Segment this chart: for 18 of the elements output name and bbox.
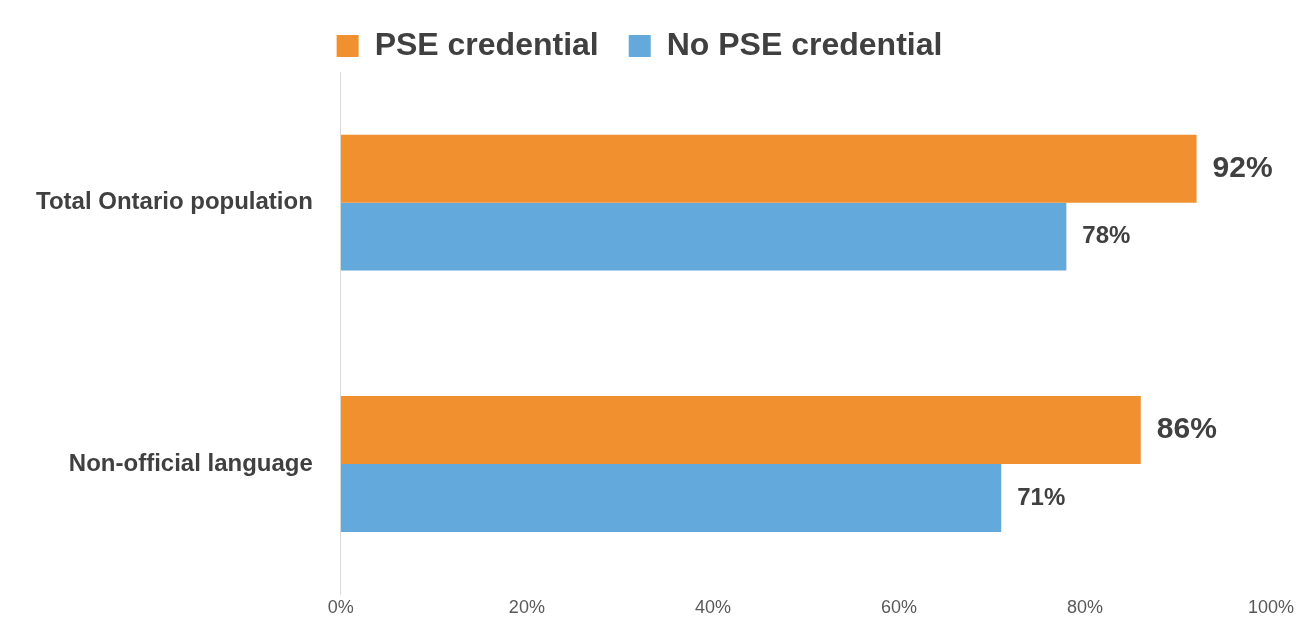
data-label: 78% xyxy=(1082,221,1131,249)
bar xyxy=(340,202,1067,271)
bar xyxy=(340,463,1002,532)
x-tick-label: 0% xyxy=(327,597,354,618)
bar xyxy=(340,134,1197,203)
x-tick-label: 40% xyxy=(694,597,731,618)
y-tick-label: Non-official language xyxy=(68,448,313,476)
data-label: 86% xyxy=(1156,411,1217,445)
x-tick-label: 80% xyxy=(1066,597,1103,618)
data-label: 71% xyxy=(1017,482,1066,510)
y-tick-label: Total Ontario population xyxy=(36,187,313,215)
x-tick-label: 20% xyxy=(508,597,545,618)
legend-label: No PSE credential xyxy=(666,25,943,62)
x-tick-label: 60% xyxy=(880,597,917,618)
legend-label: PSE credential xyxy=(374,25,599,62)
x-tick-label: 100% xyxy=(1247,597,1295,618)
data-label: 92% xyxy=(1212,149,1273,183)
bar xyxy=(340,396,1141,464)
